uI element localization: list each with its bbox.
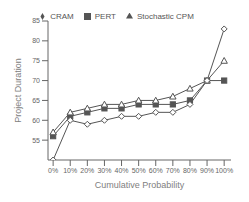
svg-text:40%: 40% <box>115 167 129 174</box>
svg-text:Cumulative Probability: Cumulative Probability <box>95 180 185 190</box>
svg-text:10%: 10% <box>63 167 77 174</box>
svg-text:Project Duration: Project Duration <box>13 58 23 123</box>
html-text:CRAM: CRAM <box>50 12 74 21</box>
svg-text:30%: 30% <box>97 167 111 174</box>
svg-text:20%: 20% <box>80 167 94 174</box>
svg-text:80%: 80% <box>183 167 197 174</box>
svg-text:85: 85 <box>32 17 40 24</box>
svg-text:100%: 100% <box>215 167 233 174</box>
svg-text:60: 60 <box>32 117 40 124</box>
svg-text:70: 70 <box>32 77 40 84</box>
svg-text:60%: 60% <box>149 167 163 174</box>
svg-text:50%: 50% <box>132 167 146 174</box>
svg-text:90%: 90% <box>200 167 214 174</box>
svg-text:0%: 0% <box>48 167 58 174</box>
svg-text:70%: 70% <box>166 167 180 174</box>
svg-text:55: 55 <box>32 137 40 144</box>
html-text:PERT: PERT <box>94 12 116 21</box>
html-text:Stochastic CPM: Stochastic CPM <box>136 12 194 21</box>
svg-text:75: 75 <box>32 57 40 64</box>
svg-text:65: 65 <box>32 97 40 104</box>
svg-text:80: 80 <box>32 37 40 44</box>
